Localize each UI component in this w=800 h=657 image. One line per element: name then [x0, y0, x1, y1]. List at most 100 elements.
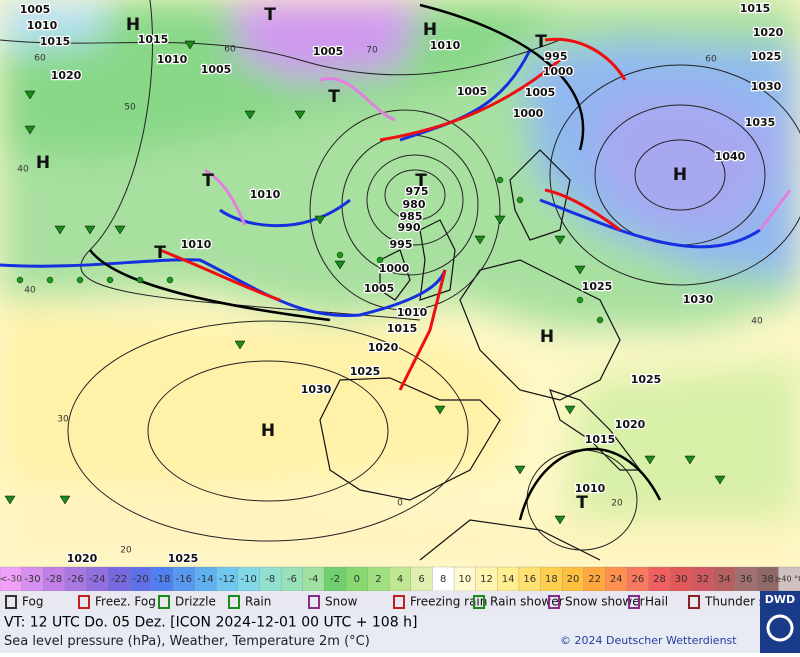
pressure-center: T: [328, 87, 340, 107]
legend-label: Snow: [325, 595, 358, 609]
logo: DWD: [765, 593, 795, 606]
rain-dot: [496, 176, 504, 184]
weather-symbol: [564, 405, 576, 415]
legend-label: Rain: [245, 595, 271, 609]
legend-label: Freez. Fog: [95, 595, 156, 609]
isobar-label: 980: [403, 198, 426, 211]
scale-label: 14: [502, 574, 515, 585]
pressure-center: T: [415, 171, 427, 191]
legend-icon: [308, 595, 320, 609]
isobar-label: 1030: [683, 293, 714, 306]
scale-label: 4: [397, 574, 403, 585]
map: 1005 1010 1015 1015 1010 1005 1020 1005 1010 1015…: [0, 0, 800, 567]
rain-dot: [376, 256, 384, 264]
weather-symbol: [294, 110, 306, 120]
temperature-label: 60: [224, 45, 236, 55]
scale-label: -30: [24, 574, 40, 585]
isobar-label: 1005: [525, 86, 556, 99]
legend-label: Rain shower: [490, 595, 564, 609]
scale-label: 22: [588, 574, 601, 585]
isobars: [0, 0, 800, 551]
isobar-label: 1015: [585, 433, 616, 446]
fronts: [0, 3, 792, 521]
isobar-label: 975: [406, 185, 429, 198]
scale-label: -2: [330, 574, 340, 585]
valid-time: VT: 12 UTC Do. 05 Dez. [ICON 2024-12-01 …: [4, 615, 417, 631]
temperature-label: 50: [124, 103, 136, 113]
rain-dot: [16, 276, 24, 284]
isobar-label: 985: [400, 210, 423, 223]
pressure-center: H: [540, 327, 554, 347]
weather-symbol: [54, 225, 66, 235]
weather-symbol: [714, 475, 726, 485]
rain-dot: [516, 196, 524, 204]
footer-bar: [0, 613, 760, 653]
scale-label: -16: [176, 574, 192, 585]
isobar-label: 1005: [457, 85, 488, 98]
pressure-center: H: [673, 165, 687, 185]
isobar-label: 1025: [582, 280, 613, 293]
pressure-center: T: [202, 171, 214, 191]
weather-symbol: [574, 265, 586, 275]
isobar-label: 1010: [397, 306, 428, 319]
isobar-label: 990: [398, 221, 421, 234]
isobar-label: 1000: [379, 262, 410, 275]
isobar-label: 1020: [753, 26, 784, 39]
legend-icon: [473, 595, 485, 609]
temperature-label: 30: [57, 415, 69, 425]
scale-high: ≥40 °C: [775, 575, 800, 584]
description: Sea level pressure (hPa), Weather, Tempe…: [4, 634, 370, 649]
temperature-label: 70: [366, 46, 378, 56]
scale-label: 30: [675, 574, 688, 585]
map-labels: 1005 1010 1015 1015 1010 1005 1020 1005 1010 1015…: [4, 1, 785, 566]
legend-icon: [393, 595, 405, 609]
scale-label: 6: [418, 574, 424, 585]
weather-symbol: [684, 455, 696, 465]
isobar-label: 1030: [751, 80, 782, 93]
scale-label: 38: [761, 574, 774, 585]
rain-dot: [596, 316, 604, 324]
isobar-label: 1010: [27, 19, 58, 32]
isobar-label: 1020: [67, 552, 98, 565]
weather-symbol: [314, 215, 326, 225]
isobar-label: 1005: [313, 45, 344, 58]
logo-icon: [766, 614, 794, 642]
legend-icon: [628, 595, 640, 609]
temperature-label: 20: [611, 499, 623, 509]
rain-dot: [106, 276, 114, 284]
pressure-center: H: [423, 20, 437, 40]
legend-label: Fog: [22, 595, 43, 609]
scale-label: -6: [287, 574, 297, 585]
legend-label: Freezing rain: [410, 595, 487, 609]
scale-label: 20: [567, 574, 580, 585]
pressure-center: H: [36, 153, 50, 173]
scale-label: 26: [631, 574, 644, 585]
isobar-label: 1000: [513, 107, 544, 120]
isobar-label: 1025: [631, 373, 662, 386]
scale-label: -10: [240, 574, 256, 585]
copyright: © 2024 Deutscher Wetterdienst: [560, 634, 737, 647]
scale-label: -4: [309, 574, 319, 585]
weather-symbol: [554, 515, 566, 525]
weather-symbol: [84, 225, 96, 235]
scale-label: 34: [718, 574, 731, 585]
isobar-label: 1005: [20, 3, 51, 16]
legend-bar: [0, 591, 760, 613]
isobar-label: 1000: [543, 65, 574, 78]
scale-label: -24: [89, 574, 105, 585]
isobar-label: 1020: [51, 69, 82, 82]
weather-symbol: [4, 495, 16, 505]
weather-symbol: [334, 260, 346, 270]
legend-icon: [228, 595, 240, 609]
scale-label: 36: [740, 574, 753, 585]
isobar-label: 1015: [740, 2, 771, 15]
pressure-center: H: [126, 15, 140, 35]
isobar-label: 1025: [168, 552, 199, 565]
scale-label: 12: [480, 574, 493, 585]
isobar-label: 1015: [40, 35, 71, 48]
scale-label: 32: [696, 574, 709, 585]
scale-label: -26: [68, 574, 84, 585]
scale-label: -12: [219, 574, 235, 585]
isobar-label: 1010: [250, 188, 281, 201]
